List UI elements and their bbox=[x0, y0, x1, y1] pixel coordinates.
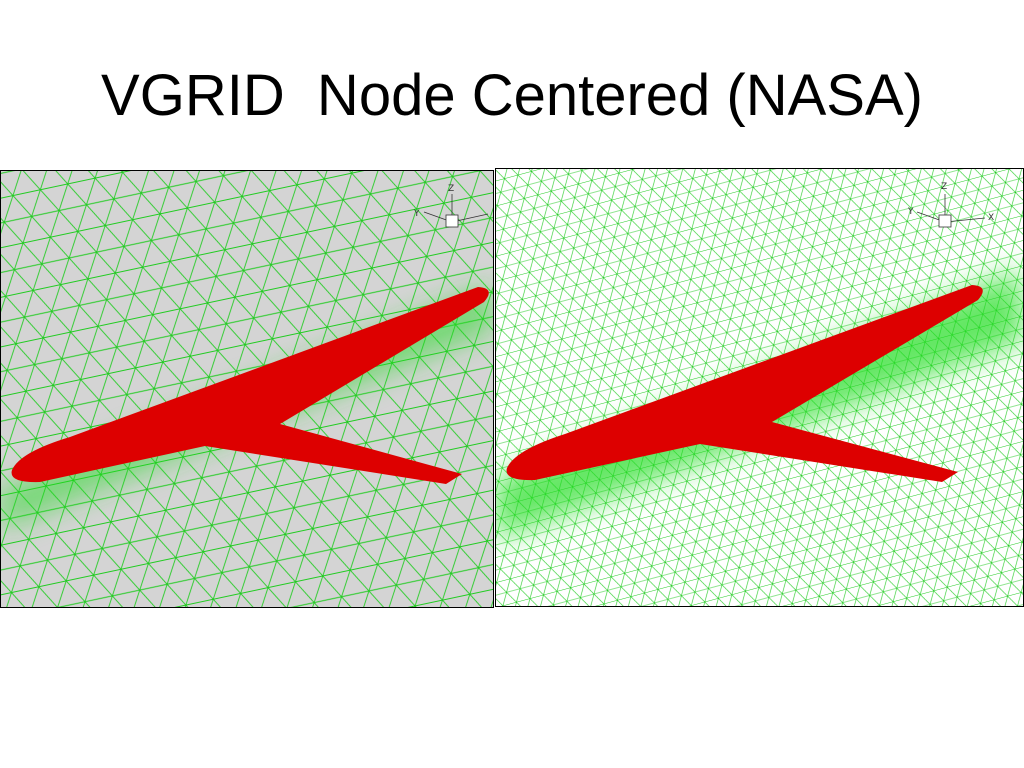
axis-label: X bbox=[988, 213, 994, 223]
axis-label: Y bbox=[413, 209, 420, 219]
right-panel: Z Y X bbox=[495, 168, 1024, 607]
left-panel: Z Y bbox=[0, 170, 494, 608]
slide-title: VGRID Node Centered (NASA) bbox=[101, 63, 923, 128]
axis-label: Z bbox=[448, 184, 454, 194]
axis-label: Z bbox=[941, 182, 947, 192]
axis-label: Y bbox=[907, 207, 914, 217]
